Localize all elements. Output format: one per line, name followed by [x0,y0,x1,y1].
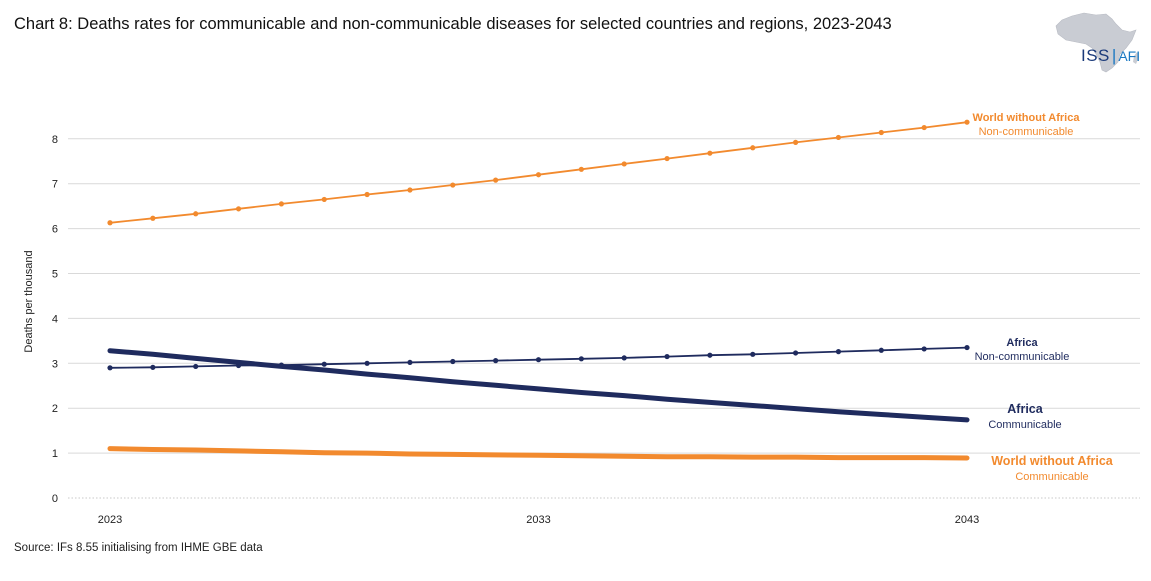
data-point [964,119,970,125]
x-tick-label: 2043 [955,514,979,526]
data-point [750,351,756,357]
data-point [578,166,584,172]
africa-map-icon [1055,12,1139,73]
data-point [578,356,584,362]
y-tick-label: 7 [52,179,58,191]
data-point [193,211,199,217]
y-tick-label: 1 [52,448,58,460]
y-tick-label: 0 [52,493,58,505]
data-point [964,344,970,351]
series-label-name: World without Africa [991,454,1114,468]
y-axis-title: Deaths per thousand [23,250,35,352]
data-point [321,196,327,203]
data-point [407,187,413,193]
data-point [664,353,670,360]
series-label-subname: Communicable [988,419,1061,431]
data-point [107,365,113,371]
data-point [835,134,842,141]
data-point [707,150,713,156]
y-tick-label: 4 [52,313,58,325]
data-point [621,355,627,361]
data-point [664,155,670,162]
y-tick-label: 3 [52,358,58,370]
data-point [493,358,499,364]
data-point [878,129,884,136]
x-tick-label: 2023 [98,514,122,526]
data-point [793,350,799,356]
series-label-subname: Non-communicable [979,126,1074,138]
data-point [535,172,542,178]
series-label-name: Africa [1006,337,1038,349]
source-note: Source: IFs 8.55 initialising from IHME … [14,542,263,554]
data-point [364,191,370,198]
y-tick-label: 8 [52,134,58,146]
data-point [493,177,499,183]
series-line-2 [107,348,970,423]
data-point [921,124,927,131]
series-label-name: World without Africa [973,112,1081,124]
data-point [407,359,413,366]
data-point [707,352,713,358]
y-tick-label: 6 [52,224,58,236]
data-point [278,201,284,207]
series-label-name: Africa [1007,402,1043,416]
data-point [450,358,456,365]
data-point [921,346,927,352]
data-point [450,182,456,188]
data-point [235,206,242,212]
series-line-3 [107,446,970,461]
data-point [107,220,113,226]
data-point [750,145,756,151]
logo-iss-text: ISS [1081,46,1110,65]
data-point [321,361,327,367]
data-point [621,161,627,167]
chart-title: Chart 8: Deaths rates for communicable a… [14,15,892,33]
data-point [150,364,156,370]
data-point [150,215,156,221]
series-label-subname: Non-communicable [975,351,1070,363]
data-point [793,139,799,145]
data-point [535,357,542,363]
line-chart: 0 1 2 3 4 5 6 7 8 2023 2033 2043 Deaths per thousand… [23,112,1140,526]
series-label-subname: Communicable [1015,471,1088,483]
y-tick-label: 5 [52,269,58,281]
y-tick-label: 2 [52,403,58,415]
data-point [193,363,199,370]
data-point [835,349,842,355]
logo-afi-text: AFI [1118,48,1141,64]
data-point [364,360,370,366]
data-point [878,347,884,353]
x-tick-label: 2033 [526,514,550,526]
